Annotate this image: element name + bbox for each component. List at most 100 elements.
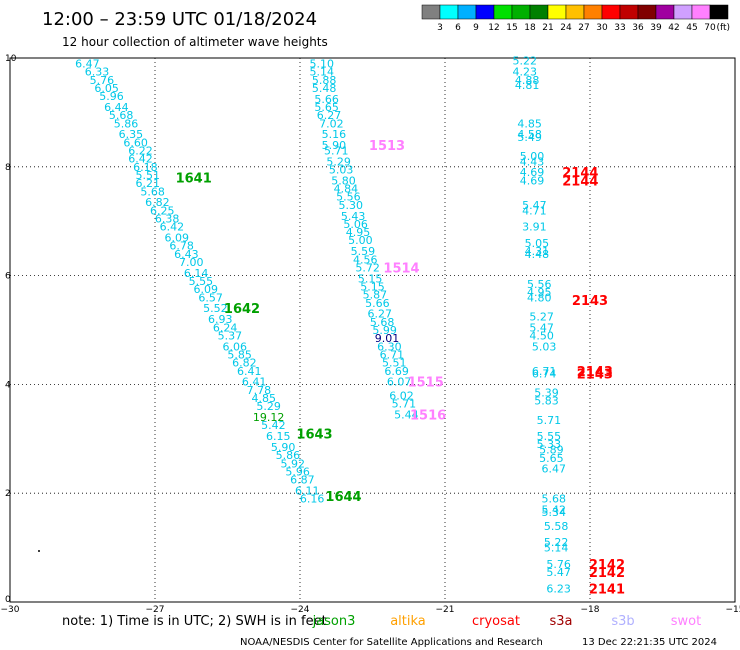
colorbar-swatch	[601, 4, 621, 20]
swh-value: 5.00	[520, 150, 545, 163]
chart-title: 12:00 – 23:59 UTC 01/18/2024	[42, 9, 317, 30]
stray-dot	[38, 550, 40, 552]
swh-value: 5.37	[218, 329, 243, 342]
swh-value: 5.30	[339, 199, 364, 212]
swh-value: 4.81	[515, 79, 540, 92]
swh-value: 5.66	[314, 93, 339, 106]
swh-value: 5.29	[326, 155, 351, 168]
swh-value: 6.33	[85, 66, 110, 79]
swh-value: 6.27	[317, 109, 342, 122]
swh-value: 6.42	[128, 153, 153, 166]
colorbar-label: 9	[473, 23, 479, 33]
x-tick-label: −30	[1, 605, 20, 615]
swh-value: 5.99	[372, 324, 397, 337]
y-tick-label: 8	[5, 163, 11, 173]
swh-value: 6.42	[160, 221, 185, 234]
swh-value: 4.88	[515, 74, 540, 87]
swh-value: 5.96	[99, 90, 124, 103]
swh-value: 3.91	[522, 221, 547, 234]
swh-value: 6.09	[165, 232, 190, 245]
data-points: 6.476.335.766.055.966.445.685.866.356.60…	[75, 55, 571, 596]
swh-value: 6.69	[384, 365, 409, 378]
swh-value: 6.30	[377, 340, 402, 353]
swh-value: 6.93	[208, 313, 233, 326]
swh-value: 5.15	[360, 280, 385, 293]
satellite-swot: swot	[671, 614, 701, 629]
swh-value: 6.24	[213, 321, 238, 334]
pass-label: 1516	[410, 408, 446, 423]
swh-value: 6.78	[169, 240, 194, 253]
chart-subtitle: 12 hour collection of altimeter wave hei…	[62, 35, 328, 49]
swh-value: 6.74	[532, 368, 557, 381]
colorbar-label: 30	[596, 23, 608, 33]
swh-value: 5.00	[348, 234, 373, 247]
pass-label: 2141	[589, 582, 625, 597]
colorbar-swatch	[619, 4, 639, 20]
swh-value: 6.18	[133, 161, 158, 174]
satellite-legend: jason3 altika cryosat s3a s3b swot	[312, 614, 702, 629]
swh-value: 6.23	[546, 582, 571, 595]
swh-value: 6.02	[389, 389, 414, 402]
note-text: note: 1) Time is in UTC; 2) SWH is in fe…	[62, 614, 327, 629]
swh-value: 19.12	[253, 411, 285, 424]
colorbar-swatch	[673, 4, 693, 20]
y-tick-label: 4	[5, 380, 11, 390]
swh-value: 5.55	[189, 275, 214, 288]
colorbar-swatch	[637, 4, 657, 20]
swh-value: 7.02	[319, 117, 344, 130]
swh-value: 6.25	[150, 204, 175, 217]
swh-value: 4.85	[517, 117, 542, 130]
swh-value: 6.41	[242, 376, 267, 389]
swh-value: 5.71	[324, 144, 349, 157]
x-tick-label: −18	[581, 605, 600, 615]
colorbar-swatch	[457, 4, 477, 20]
swh-value: 6.41	[237, 365, 262, 378]
swh-value: 5.10	[310, 57, 335, 70]
swh-value: 5.65	[314, 101, 339, 114]
swh-value: 5.14	[310, 66, 335, 79]
swh-value: 5.56	[336, 191, 361, 204]
swh-value: 5.76	[90, 74, 115, 87]
pass-label: 2143	[577, 368, 613, 383]
swh-value: 6.71	[532, 365, 557, 378]
swh-value: 6.44	[104, 101, 129, 114]
swh-value: 5.05	[525, 237, 550, 250]
y-tick-label: 0	[5, 595, 11, 605]
colorbar-swatch	[691, 4, 711, 20]
y-axis-ticks: 0 2 4 6 8 10	[5, 54, 17, 605]
swh-value: 5.44	[394, 408, 419, 421]
swh-value: 5.96	[285, 465, 310, 478]
swh-value: 5.47	[529, 321, 554, 334]
swh-value: 5.56	[527, 278, 552, 291]
colorbar-label: 24	[560, 23, 572, 33]
colorbar-label: 27	[578, 23, 589, 33]
swh-value: 5.76	[546, 558, 571, 571]
colorbar-label: 21	[542, 23, 553, 33]
satellite-jason3: jason3	[312, 614, 356, 629]
swh-value: 6.27	[368, 308, 393, 321]
swh-value: 5.42	[542, 504, 567, 517]
colorbar-label: 6	[455, 23, 461, 33]
swh-value: 5.86	[276, 449, 301, 462]
plot-frame	[9, 57, 736, 603]
pass-label: 1644	[325, 490, 361, 505]
swh-value: 4.71	[522, 204, 547, 217]
x-tick-label: −24	[291, 605, 310, 615]
pass-label: 1641	[176, 172, 212, 187]
colorbar-label: 39	[650, 23, 662, 33]
swh-value: 4.50	[529, 329, 554, 342]
swh-value: 6.38	[155, 212, 180, 225]
colorbar-label: 33	[614, 23, 625, 33]
colorbar-label: 3	[437, 23, 443, 33]
swh-value: 4.69	[520, 166, 545, 179]
colorbar-label: 45	[686, 23, 697, 33]
swh-value: 6.06	[223, 340, 248, 353]
swh-value: 5.51	[136, 169, 161, 182]
pass-label: 2143	[572, 294, 608, 309]
swh-value: 4.31	[525, 245, 550, 258]
swh-value: 6.11	[295, 484, 320, 497]
colorbar-swatch	[475, 4, 495, 20]
swh-value: 6.60	[123, 136, 148, 149]
swh-value: 5.33	[537, 438, 562, 451]
